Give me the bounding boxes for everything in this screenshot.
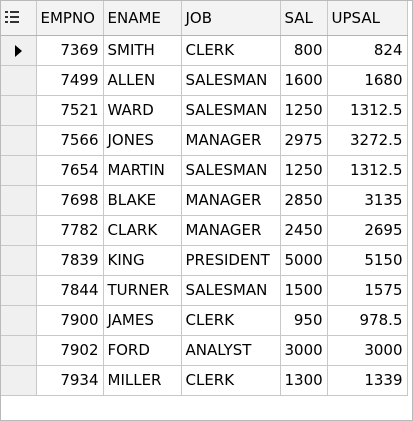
table-row[interactable]: 7698 BLAKE MANAGER 2850 3135 <box>1 185 408 216</box>
row-selector[interactable] <box>1 35 37 66</box>
cell-job[interactable]: CLERK <box>181 365 281 396</box>
cell-ename[interactable]: ALLEN <box>103 65 182 96</box>
column-header-empno[interactable]: EMPNO <box>36 1 104 36</box>
cell-upsal[interactable]: 3135 <box>327 185 408 216</box>
cell-sal[interactable]: 2850 <box>280 185 328 216</box>
cell-sal[interactable]: 1250 <box>280 155 328 186</box>
row-selector[interactable] <box>1 335 37 366</box>
table-row[interactable]: 7654 MARTIN SALESMAN 1250 1312.5 <box>1 155 408 186</box>
cell-job[interactable]: MANAGER <box>181 215 281 246</box>
cell-ename[interactable]: FORD <box>103 335 182 366</box>
cell-job[interactable]: CLERK <box>181 35 281 66</box>
row-selector[interactable] <box>1 275 37 306</box>
table-row[interactable]: 7902 FORD ANALYST 3000 3000 <box>1 335 408 366</box>
cell-sal[interactable]: 800 <box>280 35 328 66</box>
cell-ename[interactable]: TURNER <box>103 275 182 306</box>
cell-empno[interactable]: 7934 <box>36 365 104 396</box>
cell-ename[interactable]: KING <box>103 245 182 276</box>
column-header-upsal[interactable]: UPSAL <box>327 1 408 36</box>
cell-sal[interactable]: 5000 <box>280 245 328 276</box>
table-row[interactable]: 7782 CLARK MANAGER 2450 2695 <box>1 215 408 246</box>
cell-upsal[interactable]: 978.5 <box>327 305 408 336</box>
cell-job[interactable]: SALESMAN <box>181 275 281 306</box>
cell-sal[interactable]: 1500 <box>280 275 328 306</box>
cell-sal[interactable]: 2450 <box>280 215 328 246</box>
cell-ename[interactable]: WARD <box>103 95 182 126</box>
cell-empno[interactable]: 7521 <box>36 95 104 126</box>
column-header-ename[interactable]: ENAME <box>103 1 182 36</box>
cell-sal[interactable]: 1250 <box>280 95 328 126</box>
column-header-sal[interactable]: SAL <box>280 1 328 36</box>
grid-menu-icon <box>5 11 19 24</box>
header-row: EMPNO ENAME JOB SAL UPSAL <box>1 1 408 36</box>
cell-ename[interactable]: BLAKE <box>103 185 182 216</box>
cell-sal[interactable]: 3000 <box>280 335 328 366</box>
cell-sal[interactable]: 950 <box>280 305 328 336</box>
cell-ename[interactable]: MARTIN <box>103 155 182 186</box>
grid-menu-button[interactable] <box>1 1 37 36</box>
row-selector[interactable] <box>1 245 37 276</box>
cell-job[interactable]: MANAGER <box>181 125 281 156</box>
cell-upsal[interactable]: 3272.5 <box>327 125 408 156</box>
table-row[interactable]: 7839 KING PRESIDENT 5000 5150 <box>1 245 408 276</box>
cell-job[interactable]: MANAGER <box>181 185 281 216</box>
cell-ename[interactable]: CLARK <box>103 215 182 246</box>
cell-ename[interactable]: SMITH <box>103 35 182 66</box>
cell-upsal[interactable]: 1312.5 <box>327 155 408 186</box>
row-pointer-icon <box>14 44 22 57</box>
column-header-job[interactable]: JOB <box>181 1 281 36</box>
cell-upsal[interactable]: 1680 <box>327 65 408 96</box>
cell-empno[interactable]: 7839 <box>36 245 104 276</box>
cell-sal[interactable]: 1600 <box>280 65 328 96</box>
table-row[interactable]: 7900 JAMES CLERK 950 978.5 <box>1 305 408 336</box>
row-selector[interactable] <box>1 365 37 396</box>
cell-job[interactable]: SALESMAN <box>181 65 281 96</box>
cell-sal[interactable]: 1300 <box>280 365 328 396</box>
cell-upsal[interactable]: 5150 <box>327 245 408 276</box>
cell-upsal[interactable]: 2695 <box>327 215 408 246</box>
cell-job[interactable]: SALESMAN <box>181 95 281 126</box>
cell-job[interactable]: ANALYST <box>181 335 281 366</box>
row-selector[interactable] <box>1 305 37 336</box>
row-selector[interactable] <box>1 65 37 96</box>
row-selector[interactable] <box>1 215 37 246</box>
table-row[interactable]: 7499 ALLEN SALESMAN 1600 1680 <box>1 65 408 96</box>
cell-upsal[interactable]: 824 <box>327 35 408 66</box>
cell-upsal[interactable]: 1575 <box>327 275 408 306</box>
cell-ename[interactable]: JONES <box>103 125 182 156</box>
row-selector[interactable] <box>1 185 37 216</box>
cell-empno[interactable]: 7782 <box>36 215 104 246</box>
table-row[interactable]: 7521 WARD SALESMAN 1250 1312.5 <box>1 95 408 126</box>
cell-empno[interactable]: 7900 <box>36 305 104 336</box>
table-row[interactable]: 7844 TURNER SALESMAN 1500 1575 <box>1 275 408 306</box>
cell-job[interactable]: PRESIDENT <box>181 245 281 276</box>
row-selector[interactable] <box>1 95 37 126</box>
cell-upsal[interactable]: 3000 <box>327 335 408 366</box>
table-row[interactable]: 7934 MILLER CLERK 1300 1339 <box>1 365 408 396</box>
cell-ename[interactable]: JAMES <box>103 305 182 336</box>
cell-empno[interactable]: 7369 <box>36 35 104 66</box>
table-body: 7369 SMITH CLERK 800 824 7499 ALLEN SALESMAN 160… <box>1 35 408 396</box>
table-row[interactable]: 7566 JONES MANAGER 2975 3272.5 <box>1 125 408 156</box>
cell-job[interactable]: CLERK <box>181 305 281 336</box>
row-selector[interactable] <box>1 125 37 156</box>
cell-upsal[interactable]: 1312.5 <box>327 95 408 126</box>
cell-empno[interactable]: 7844 <box>36 275 104 306</box>
cell-upsal[interactable]: 1339 <box>327 365 408 396</box>
table-row[interactable]: 7369 SMITH CLERK 800 824 <box>1 35 408 66</box>
cell-ename[interactable]: MILLER <box>103 365 182 396</box>
cell-empno[interactable]: 7902 <box>36 335 104 366</box>
cell-job[interactable]: SALESMAN <box>181 155 281 186</box>
cell-sal[interactable]: 2975 <box>280 125 328 156</box>
row-selector[interactable] <box>1 155 37 186</box>
cell-empno[interactable]: 7698 <box>36 185 104 216</box>
result-table: EMPNO ENAME JOB SAL UPSAL 7369 SMITH CLERK… <box>1 1 408 396</box>
cell-empno[interactable]: 7499 <box>36 65 104 96</box>
cell-empno[interactable]: 7654 <box>36 155 104 186</box>
cell-empno[interactable]: 7566 <box>36 125 104 156</box>
